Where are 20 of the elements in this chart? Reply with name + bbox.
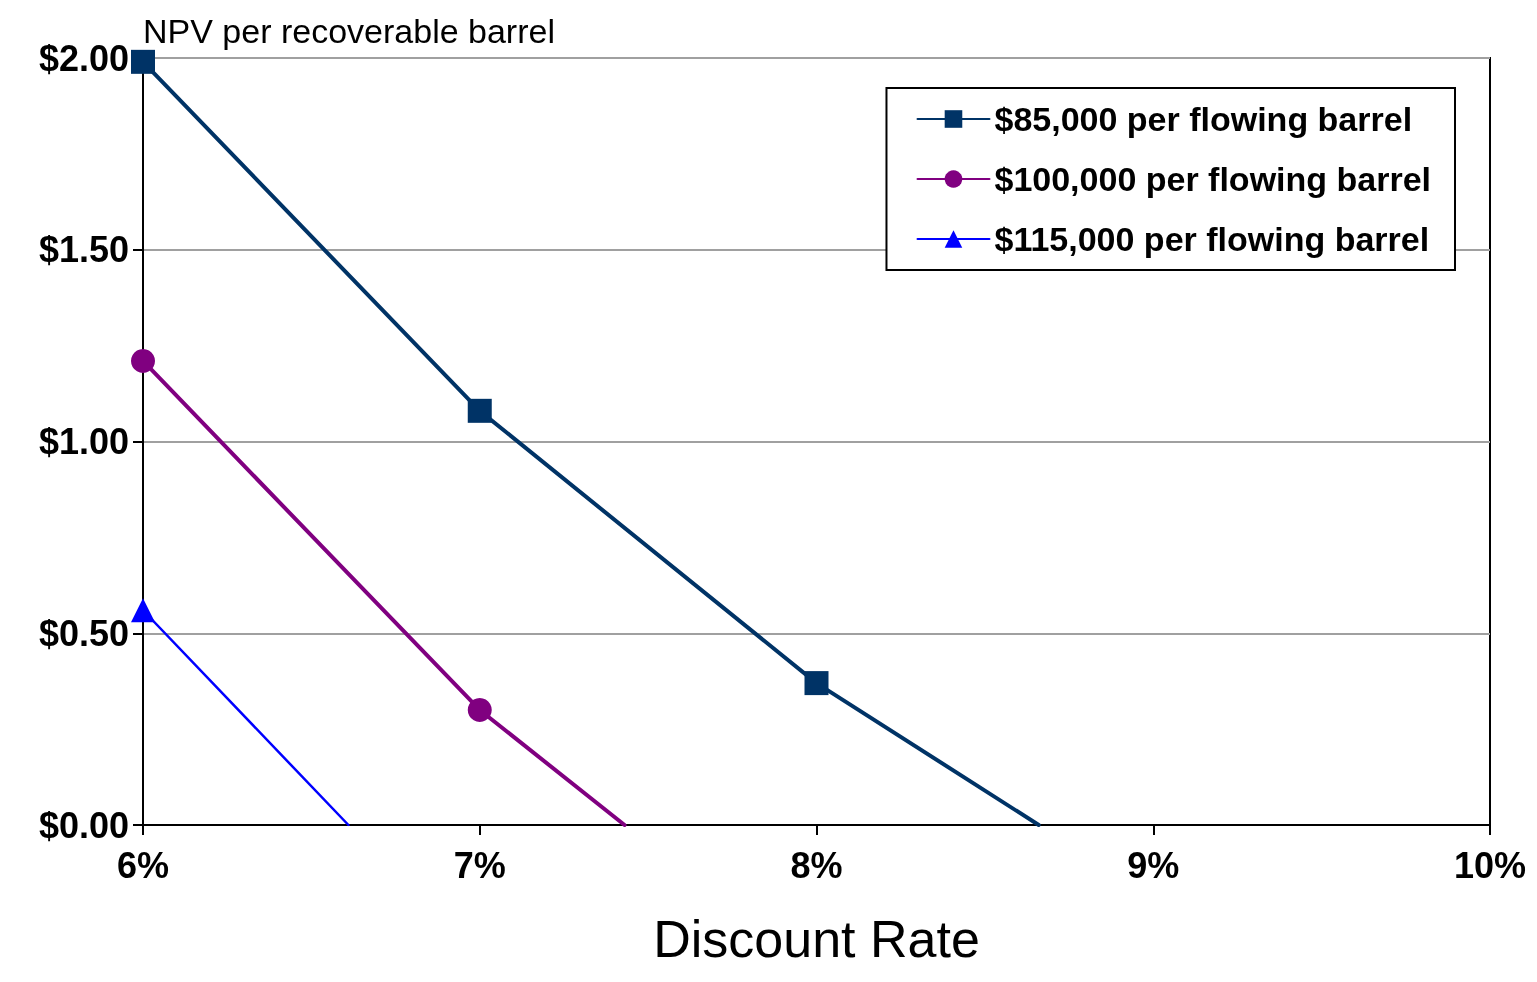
x-tick-label: 8% [790, 844, 843, 886]
y-axis-title: NPV per recoverable barrel [143, 12, 555, 50]
x-tick-label: 6% [116, 844, 170, 886]
point [467, 697, 492, 722]
legend-label: $115,000 per flowing barrel [994, 220, 1430, 258]
legend-label: $100,000 per flowing barrel [994, 160, 1432, 198]
x-tick-label: 9% [1127, 844, 1180, 886]
point [131, 49, 155, 74]
point [467, 398, 492, 423]
x-tick-label: 7% [453, 844, 506, 886]
point [131, 348, 155, 373]
point [804, 671, 829, 696]
y-tick-label: $0.50 [38, 612, 129, 654]
legend-label: $85,000 per flowing barrel [994, 100, 1413, 138]
y-tick-label: $2.00 [38, 37, 129, 79]
y-tick-label: $0.00 [38, 804, 129, 846]
x-axis-title: Discount Rate [653, 910, 980, 968]
x-tick-label: 10% [1453, 844, 1527, 886]
y-tick-label: $1.00 [38, 421, 129, 462]
y-tick-label: $1.50 [38, 229, 129, 271]
